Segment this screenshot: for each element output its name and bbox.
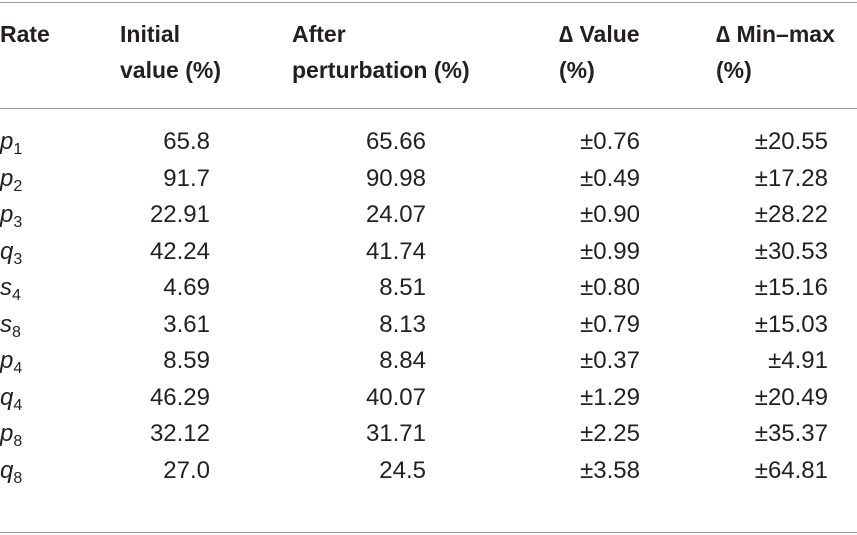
initial-value-cell: 8.59	[163, 347, 210, 374]
table-top-rule	[0, 2, 857, 3]
initial-value-cell: 27.0	[163, 456, 210, 484]
rate-subscript: 4	[13, 360, 23, 377]
rate-cell: p3	[0, 197, 22, 234]
rate-cell: p4	[0, 343, 22, 380]
table-header-rule	[0, 108, 857, 109]
initial-value-cell: 91.7	[163, 164, 210, 192]
rate-subscript: 2	[13, 177, 23, 195]
delta-value-cell: ±0.80	[580, 274, 640, 301]
delta-minmax-cell: ±15.16	[754, 274, 828, 301]
header-initial-line-1: Initial	[120, 21, 181, 47]
rate-variable: p	[0, 128, 14, 155]
header-after-perturbation: After perturbation (%)	[292, 16, 470, 88]
rate-cell: s8	[0, 307, 21, 344]
delta-minmax-cell: ±30.53	[754, 237, 828, 265]
rate-variable: s	[0, 274, 12, 301]
table-row: p4 8.59 8.84 ±0.37 ±4.91	[0, 343, 857, 380]
table-row: q3 42.24 41.74 ±0.99 ±30.53	[0, 234, 857, 271]
table-row: s4 4.69 8.51 ±0.80 ±15.16	[0, 270, 857, 307]
delta-value-cell: ±0.79	[580, 310, 640, 338]
header-rate-line-1: Rate	[0, 21, 50, 47]
delta-value-cell: ±1.29	[580, 383, 640, 411]
delta-value-cell: ±0.99	[580, 237, 640, 265]
rate-cell: p8	[0, 416, 22, 453]
table-row: q8 27.0 24.5 ±3.58 ±64.81	[0, 453, 857, 490]
rate-cell: s4	[0, 270, 21, 307]
rate-cell: p2	[0, 161, 22, 198]
delta-minmax-cell: ±64.81	[754, 456, 828, 484]
header-initial-line-2: value (%)	[120, 57, 221, 83]
table-row: s8 3.61 8.13 ±0.79 ±15.03	[0, 307, 857, 344]
rate-variable: q	[0, 456, 14, 484]
header-after-line-2: perturbation (%)	[292, 57, 470, 83]
delta-minmax-cell: ±20.49	[754, 383, 828, 411]
table-row: p8 32.12 31.71 ±2.25 ±35.37	[0, 416, 857, 453]
initial-value-cell: 32.12	[149, 420, 210, 447]
after-perturbation-cell: 8.13	[379, 310, 426, 338]
rate-cell: q8	[0, 453, 22, 490]
after-perturbation-cell: 8.51	[379, 274, 426, 301]
initial-value-cell: 42.24	[149, 237, 210, 265]
header-rate: Rate	[0, 16, 50, 52]
delta-minmax-cell: ±17.28	[754, 164, 828, 192]
header-delta-value-line-1: ∆ Value	[559, 21, 640, 47]
header-delta-minmax: ∆ Min–max (%)	[716, 16, 835, 88]
rate-subscript: 8	[12, 323, 21, 341]
rate-subscript: 8	[13, 433, 23, 450]
rate-subscript: 4	[13, 396, 23, 414]
initial-value-cell: 46.29	[149, 383, 210, 411]
table-bottom-rule	[0, 532, 857, 533]
after-perturbation-cell: 8.84	[379, 347, 426, 374]
header-after-line-1: After	[292, 21, 346, 47]
delta-value-cell: ±0.49	[580, 164, 640, 192]
rate-variable: q	[0, 383, 14, 411]
after-perturbation-cell: 40.07	[365, 383, 426, 411]
rate-variable: p	[0, 164, 14, 192]
after-perturbation-cell: 24.07	[365, 201, 426, 228]
rate-cell: q4	[0, 380, 22, 417]
after-perturbation-cell: 31.71	[365, 420, 426, 447]
initial-value-cell: 4.69	[163, 274, 210, 301]
delta-minmax-cell: ±35.37	[754, 420, 828, 447]
after-perturbation-cell: 90.98	[365, 164, 426, 192]
table-row: q4 46.29 40.07 ±1.29 ±20.49	[0, 380, 857, 417]
table-row: p3 22.91 24.07 ±0.90 ±28.22	[0, 197, 857, 234]
table-body: p1 65.8 65.66 ±0.76 ±20.55 p2 91.7 90.98 ±0.49 ±1…	[0, 124, 857, 489]
rate-variable: p	[0, 420, 14, 447]
delta-value-cell: ±0.37	[580, 347, 640, 374]
header-delta-value-line-2: (%)	[559, 57, 595, 83]
delta-minmax-cell: ±4.91	[768, 347, 828, 374]
rate-subscript: 4	[12, 287, 21, 304]
header-initial-value: Initial value (%)	[120, 16, 221, 88]
delta-minmax-cell: ±15.03	[754, 310, 828, 338]
rate-variable: s	[0, 310, 12, 338]
rate-variable: q	[0, 237, 14, 265]
header-delta-minmax-line-2: (%)	[716, 57, 752, 83]
after-perturbation-cell: 65.66	[365, 128, 426, 155]
rate-cell: p1	[0, 124, 22, 161]
rate-subscript: 1	[13, 141, 23, 158]
rate-subscript: 8	[13, 469, 23, 487]
delta-value-cell: ±0.76	[580, 128, 640, 155]
header-delta-minmax-line-1: ∆ Min–max	[716, 21, 835, 47]
initial-value-cell: 22.91	[149, 201, 210, 228]
delta-value-cell: ±3.58	[580, 456, 640, 484]
delta-minmax-cell: ±28.22	[754, 201, 828, 228]
table-row: p2 91.7 90.98 ±0.49 ±17.28	[0, 161, 857, 198]
after-perturbation-cell: 41.74	[365, 237, 426, 265]
rate-variable: p	[0, 201, 14, 228]
header-delta-value: ∆ Value (%)	[559, 16, 640, 88]
initial-value-cell: 3.61	[163, 310, 210, 338]
after-perturbation-cell: 24.5	[379, 456, 426, 484]
table-row: p1 65.8 65.66 ±0.76 ±20.55	[0, 124, 857, 161]
rate-variable: p	[0, 347, 14, 374]
rate-subscript: 3	[13, 214, 23, 231]
initial-value-cell: 65.8	[163, 128, 210, 155]
delta-value-cell: ±0.90	[580, 201, 640, 228]
rate-subscript: 3	[13, 250, 23, 268]
rate-cell: q3	[0, 234, 22, 271]
delta-value-cell: ±2.25	[580, 420, 640, 447]
delta-minmax-cell: ±20.55	[754, 128, 828, 155]
